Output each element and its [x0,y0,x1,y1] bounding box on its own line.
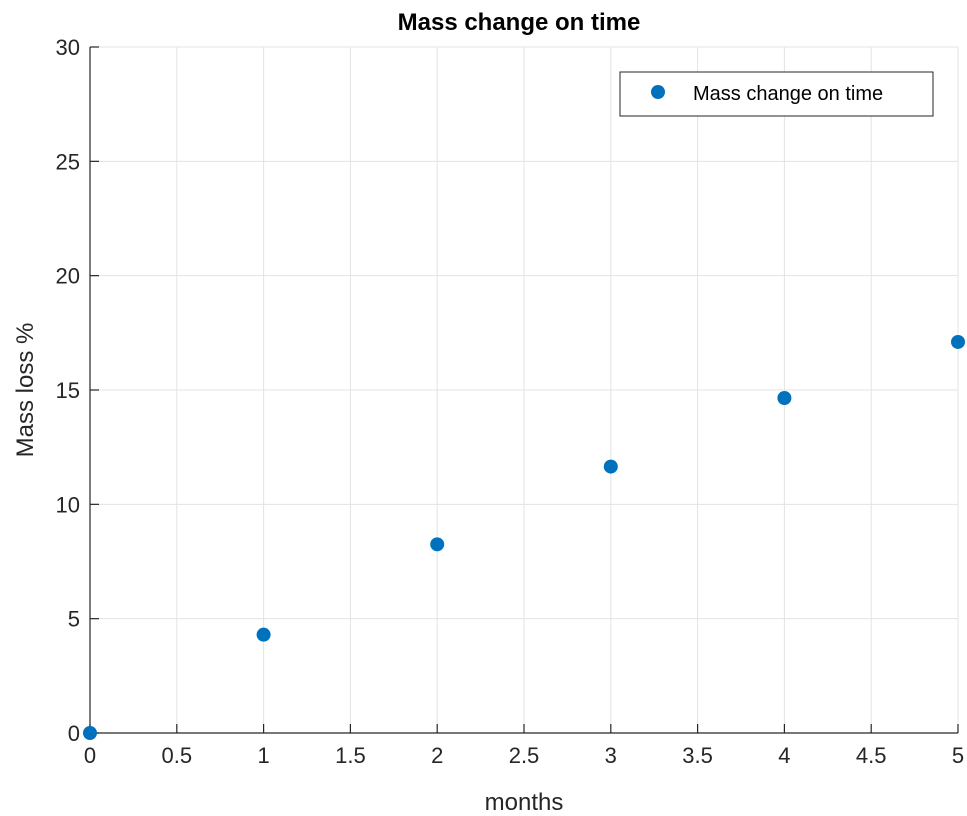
data-point [430,537,445,552]
x-tick-label: 1.5 [335,743,366,768]
y-tick-label: 20 [56,264,80,289]
data-point [951,334,965,349]
axes [89,46,959,734]
data-point [256,627,271,642]
y-tick-labels: 0 5 10 15 20 25 30 [56,35,80,746]
data-point [777,391,792,406]
data-point [83,726,97,740]
x-tick-label: 0 [84,743,96,768]
data-point [603,459,618,474]
x-tick-label: 3.5 [682,743,713,768]
grid-lines [89,46,959,734]
x-tick-label: 5 [952,743,964,768]
x-tick-label: 2.5 [509,743,540,768]
legend-marker-icon [651,85,665,99]
x-tick-label: 4.5 [856,743,887,768]
legend-entry-label: Mass change on time [693,83,883,105]
data-points [83,334,965,740]
x-tick-label: 2 [431,743,443,768]
x-axis-label: months [485,789,564,816]
x-tick-label: 3 [605,743,617,768]
y-tick-label: 30 [56,35,80,60]
x-tick-labels: 0 0.5 1 1.5 2 2.5 3 3.5 4 4.5 5 [84,743,964,768]
legend-box [619,71,934,117]
y-tick-label: 0 [68,721,80,746]
y-tick-label: 25 [56,149,80,174]
chart-title: Mass change on time [398,9,641,36]
y-tick-label: 15 [56,378,80,403]
x-tick-label: 0.5 [162,743,193,768]
x-tick-label: 1 [257,743,269,768]
legend: Mass change on time [619,71,934,117]
y-tick-label: 10 [56,492,80,517]
y-axis-label: Mass loss % [12,323,39,458]
x-tick-label: 4 [778,743,790,768]
y-tick-label: 5 [68,607,80,632]
